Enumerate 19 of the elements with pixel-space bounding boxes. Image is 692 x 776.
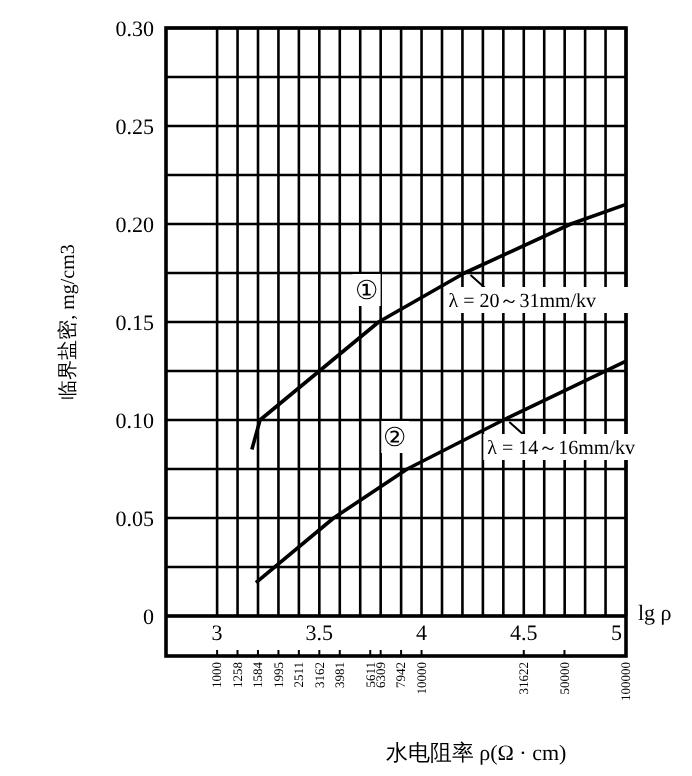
x-tick-label: 3.5 — [305, 622, 335, 646]
x-tick-label: 4 — [416, 622, 429, 646]
legend-label: λ = 20～31mm/kv — [448, 291, 597, 313]
x-tick-label: 4.5 — [510, 622, 539, 646]
y-tick-label: 0 — [143, 605, 155, 630]
y-axis-title: 临界盐密, mg/cm3 — [56, 244, 80, 400]
x-tick-label: 3 — [211, 622, 224, 646]
legend-label: λ = 14～16mm/kv — [487, 438, 635, 460]
annotation: ① — [354, 275, 379, 306]
y-tick-label: 0.15 — [115, 311, 155, 336]
x-tick-label: 5 — [611, 622, 623, 646]
y-tick-label: 0.20 — [115, 213, 155, 238]
y-tick-label: 0.10 — [115, 409, 155, 434]
annotation: ② — [383, 422, 408, 453]
x-axis-title: lg ρ — [638, 602, 673, 626]
y-tick-label: 0.25 — [115, 115, 155, 140]
y-tick-label: 0.30 — [115, 17, 155, 42]
y-tick-label: 0.05 — [115, 507, 155, 532]
x2-axis-title: 水电阻率 ρ(Ω · cm) — [385, 740, 568, 766]
